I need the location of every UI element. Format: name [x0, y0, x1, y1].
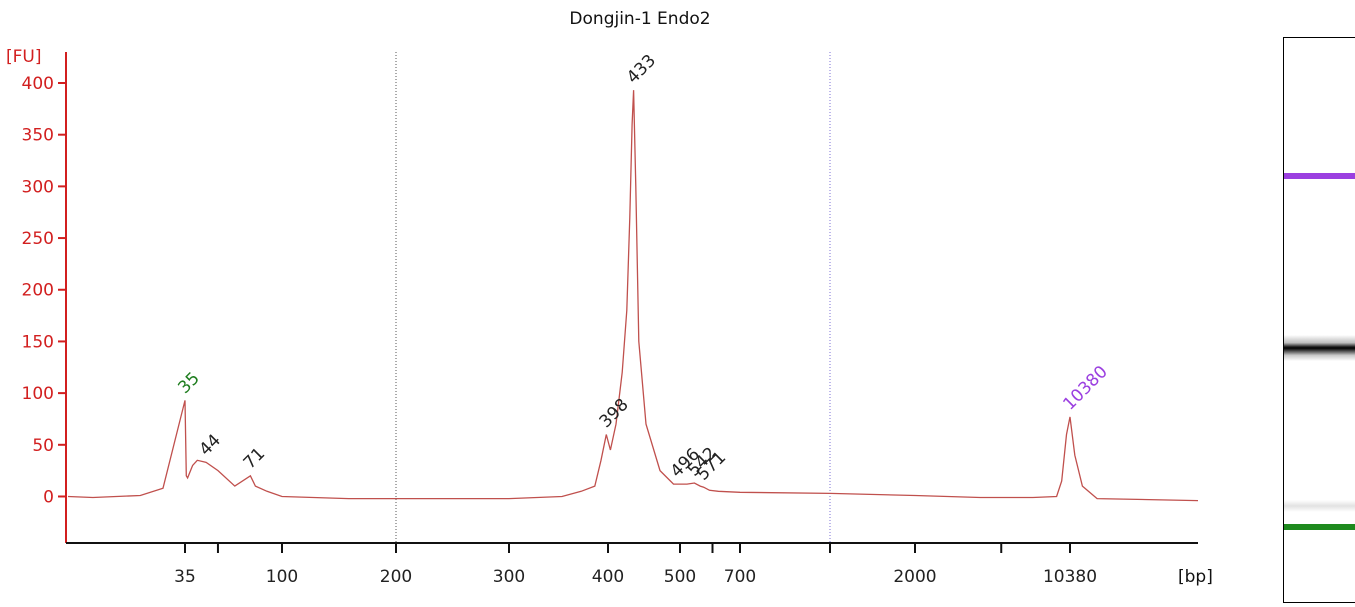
gel-upper-marker-band [1284, 173, 1355, 179]
y-tick-label: 250 [22, 229, 54, 249]
x-tick-label: 2000 [893, 567, 936, 587]
y-tick-label: 400 [22, 74, 54, 94]
gel-lane [1283, 37, 1355, 603]
peak-label: 10380 [1059, 362, 1111, 414]
peak-label: 44 [196, 430, 225, 459]
peak-label: 35 [174, 368, 203, 397]
chart-title: Dongjin-1 Endo2 [569, 9, 710, 29]
x-tick-label: 10380 [1043, 567, 1097, 587]
peak-label: 398 [596, 395, 633, 432]
gel-lower-marker-band [1284, 524, 1355, 530]
gel-faint-band [1284, 500, 1355, 512]
peak-label: 433 [623, 51, 660, 88]
gel-sample-band [1284, 335, 1355, 361]
y-tick-label: 50 [32, 436, 54, 456]
y-tick-label: 0 [43, 487, 54, 507]
x-tick-label: 300 [493, 567, 525, 587]
x-tick-label: 35 [174, 567, 196, 587]
x-tick-label: 700 [724, 567, 756, 587]
y-tick-label: 150 [22, 332, 54, 352]
y-axis-label: [FU] [6, 47, 42, 67]
y-tick-label: 350 [22, 126, 54, 146]
x-axis-label: [bp] [1178, 567, 1213, 587]
y-tick-label: 100 [22, 384, 54, 404]
x-tick-label: 100 [266, 567, 298, 587]
x-tick-label: 500 [664, 567, 696, 587]
grid-layer [395, 52, 831, 543]
x-tick-label: 200 [380, 567, 412, 587]
peak-label: 71 [240, 444, 269, 473]
series-layer [67, 90, 1199, 502]
series-line [67, 90, 1199, 502]
y-tick-label: 200 [22, 281, 54, 301]
y-tick-label: 300 [22, 177, 54, 197]
x-tick-label: 400 [592, 567, 624, 587]
axes-layer: 0 50 100 150 200 250 300 350 400 35 100 200 300 400 50… [22, 52, 1198, 587]
